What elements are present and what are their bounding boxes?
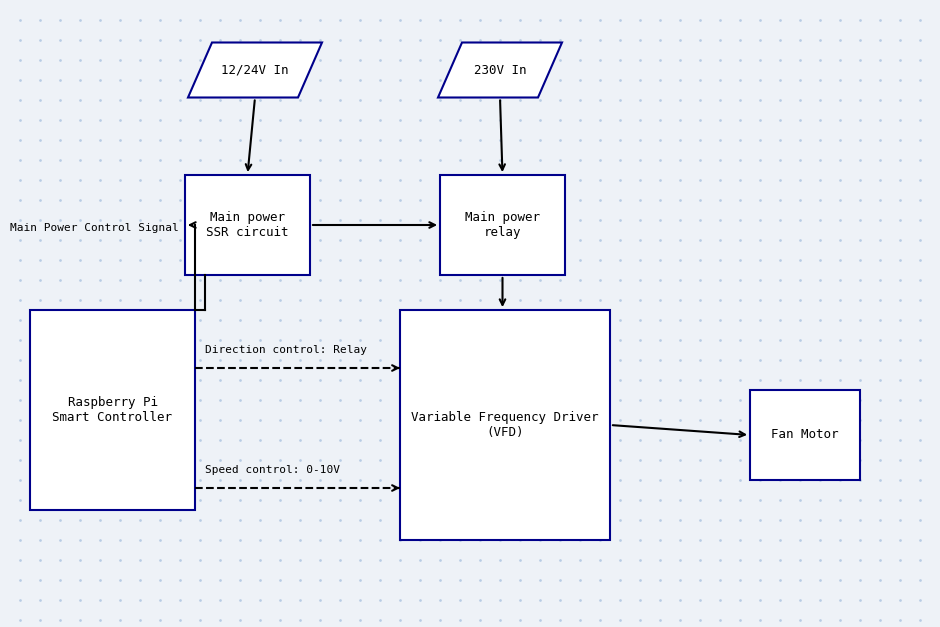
Text: Variable Frequency Driver
(VFD): Variable Frequency Driver (VFD): [412, 411, 599, 439]
Bar: [440, 175, 565, 275]
Text: Main Power Control Signal: Main Power Control Signal: [10, 223, 179, 233]
Text: 230V In: 230V In: [474, 63, 526, 76]
Text: Raspberry Pi
Smart Controller: Raspberry Pi Smart Controller: [53, 396, 173, 424]
Text: 12/24V In: 12/24V In: [221, 63, 289, 76]
Text: Main power
relay: Main power relay: [465, 211, 540, 239]
Polygon shape: [188, 43, 322, 98]
Text: Main power
SSR circuit: Main power SSR circuit: [206, 211, 289, 239]
Polygon shape: [438, 43, 562, 98]
Text: Speed control: 0-10V: Speed control: 0-10V: [205, 465, 340, 475]
Bar: [185, 175, 310, 275]
Bar: [750, 390, 860, 480]
Text: Direction control: Relay: Direction control: Relay: [205, 345, 367, 355]
Bar: [30, 310, 195, 510]
Text: Fan Motor: Fan Motor: [771, 428, 838, 441]
Bar: [400, 310, 610, 540]
